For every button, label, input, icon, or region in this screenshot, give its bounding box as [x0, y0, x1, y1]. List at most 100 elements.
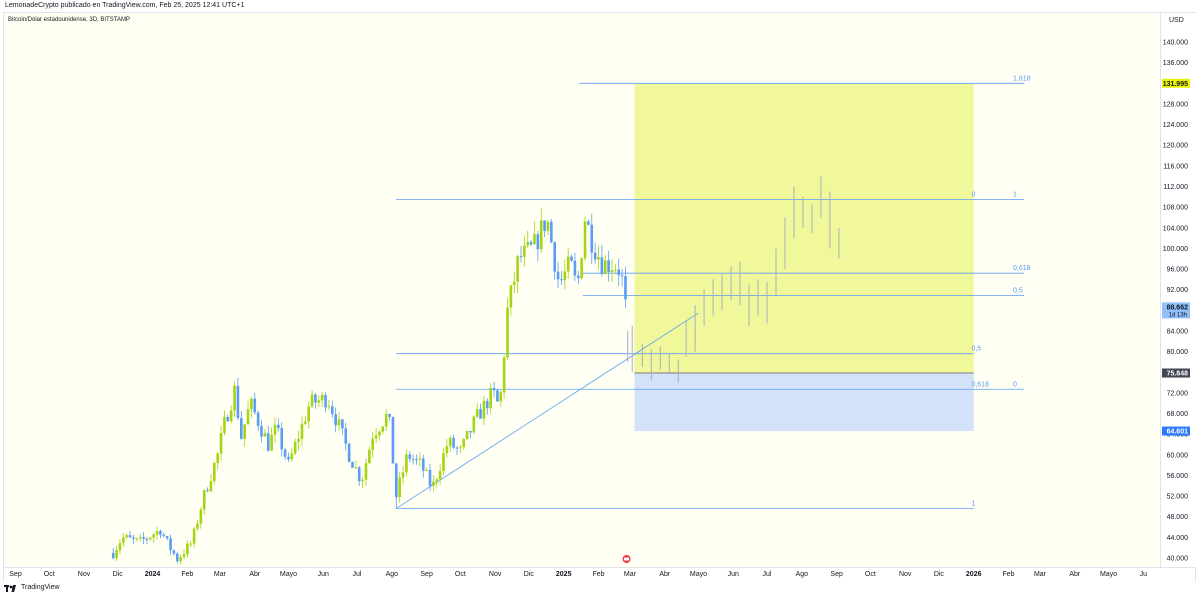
candle-body[interactable] — [469, 430, 472, 433]
candle-body[interactable] — [384, 413, 388, 427]
candle-body[interactable] — [421, 458, 425, 471]
candle-body[interactable] — [523, 245, 526, 258]
candle-body[interactable] — [539, 220, 543, 250]
candle-body[interactable] — [486, 401, 489, 409]
candle-body[interactable] — [354, 467, 358, 469]
candle-body[interactable] — [395, 463, 398, 498]
candle-body[interactable] — [546, 221, 550, 231]
candle-body[interactable] — [304, 421, 307, 424]
candle-body[interactable] — [250, 398, 253, 410]
candle-body[interactable] — [556, 271, 560, 280]
candle-body[interactable] — [506, 307, 509, 358]
candle-body[interactable] — [371, 438, 375, 450]
candle-body[interactable] — [435, 479, 439, 482]
candle-body[interactable] — [452, 437, 455, 448]
candle-body[interactable] — [314, 394, 317, 403]
candle-body[interactable] — [216, 453, 219, 463]
candle-body[interactable] — [266, 433, 270, 451]
candle-body[interactable] — [239, 418, 243, 439]
candle-body[interactable] — [290, 453, 294, 460]
candle-body[interactable] — [175, 553, 179, 562]
candle-body[interactable] — [219, 433, 223, 454]
candle-body[interactable] — [182, 554, 186, 557]
time-axis[interactable] — [4, 567, 1195, 582]
candle-body[interactable] — [260, 426, 263, 437]
candle-body[interactable] — [391, 416, 395, 464]
candle-body[interactable] — [223, 416, 226, 434]
candle-body[interactable] — [428, 469, 432, 486]
candle-body[interactable] — [277, 424, 280, 429]
candle-body[interactable] — [263, 433, 267, 437]
candle-body[interactable] — [149, 537, 152, 540]
candle-body[interactable] — [128, 535, 132, 538]
price-axis[interactable] — [1160, 13, 1196, 567]
candle-body[interactable] — [179, 556, 182, 562]
candle-body[interactable] — [293, 441, 297, 454]
candle-body[interactable] — [357, 467, 361, 482]
candle-body[interactable] — [448, 437, 452, 447]
candle-body[interactable] — [418, 458, 422, 460]
candle-body[interactable] — [334, 414, 337, 426]
candle-body[interactable] — [563, 271, 567, 281]
candle-body[interactable] — [213, 462, 216, 482]
candle-body[interactable] — [405, 454, 408, 473]
candle-body[interactable] — [280, 428, 284, 450]
candle-body[interactable] — [398, 477, 401, 498]
candle-body[interactable] — [617, 269, 621, 276]
candle-body[interactable] — [236, 385, 240, 419]
candle-body[interactable] — [479, 409, 482, 419]
candle-body[interactable] — [186, 543, 189, 555]
candle-body[interactable] — [607, 260, 610, 273]
candle-body[interactable] — [489, 387, 492, 409]
candle-body[interactable] — [512, 281, 516, 286]
candle-body[interactable] — [233, 385, 236, 411]
candle-body[interactable] — [152, 534, 155, 538]
candle-body[interactable] — [297, 438, 300, 442]
candle-body[interactable] — [482, 401, 486, 419]
candle-body[interactable] — [462, 439, 466, 448]
candle-body[interactable] — [209, 481, 213, 492]
candle-body[interactable] — [472, 416, 476, 433]
candle-body[interactable] — [206, 490, 209, 492]
candle-body[interactable] — [122, 537, 125, 544]
target-zone[interactable] — [634, 83, 974, 374]
candle-body[interactable] — [273, 424, 277, 435]
candle-body[interactable] — [526, 241, 530, 246]
candle-body[interactable] — [519, 256, 523, 258]
candle-body[interactable] — [196, 523, 199, 529]
candle-body[interactable] — [368, 449, 371, 464]
candle-body[interactable] — [341, 419, 344, 429]
candle-body[interactable] — [445, 446, 449, 454]
candle-body[interactable] — [199, 509, 203, 524]
candle-body[interactable] — [492, 387, 496, 391]
candle-body[interactable] — [300, 423, 304, 439]
candle-body[interactable] — [270, 434, 273, 451]
candle-body[interactable] — [307, 406, 310, 422]
candle-body[interactable] — [229, 410, 233, 422]
candle-body[interactable] — [620, 275, 624, 277]
candle-body[interactable] — [115, 550, 118, 559]
candle-body[interactable] — [475, 409, 479, 417]
candle-body[interactable] — [324, 394, 327, 408]
candle-body[interactable] — [327, 406, 331, 408]
candle-body[interactable] — [320, 394, 324, 401]
candle-body[interactable] — [580, 258, 583, 279]
candle-body[interactable] — [165, 536, 169, 539]
candle-body[interactable] — [529, 241, 533, 245]
candle-body[interactable] — [573, 260, 577, 276]
candle-body[interactable] — [499, 392, 503, 402]
candle-body[interactable] — [364, 463, 368, 480]
candle-body[interactable] — [172, 550, 176, 554]
candle-body[interactable] — [465, 430, 469, 440]
candle-body[interactable] — [246, 409, 250, 425]
candle-body[interactable] — [603, 260, 607, 274]
candle-body[interactable] — [169, 538, 172, 551]
candle-body[interactable] — [287, 456, 290, 460]
candle-body[interactable] — [378, 431, 381, 436]
candle-body[interactable] — [226, 416, 230, 422]
candle-body[interactable] — [553, 242, 556, 272]
candle-body[interactable] — [142, 537, 145, 539]
candle-body[interactable] — [361, 479, 364, 482]
candle-body[interactable] — [401, 472, 405, 478]
candle-body[interactable] — [560, 279, 563, 281]
